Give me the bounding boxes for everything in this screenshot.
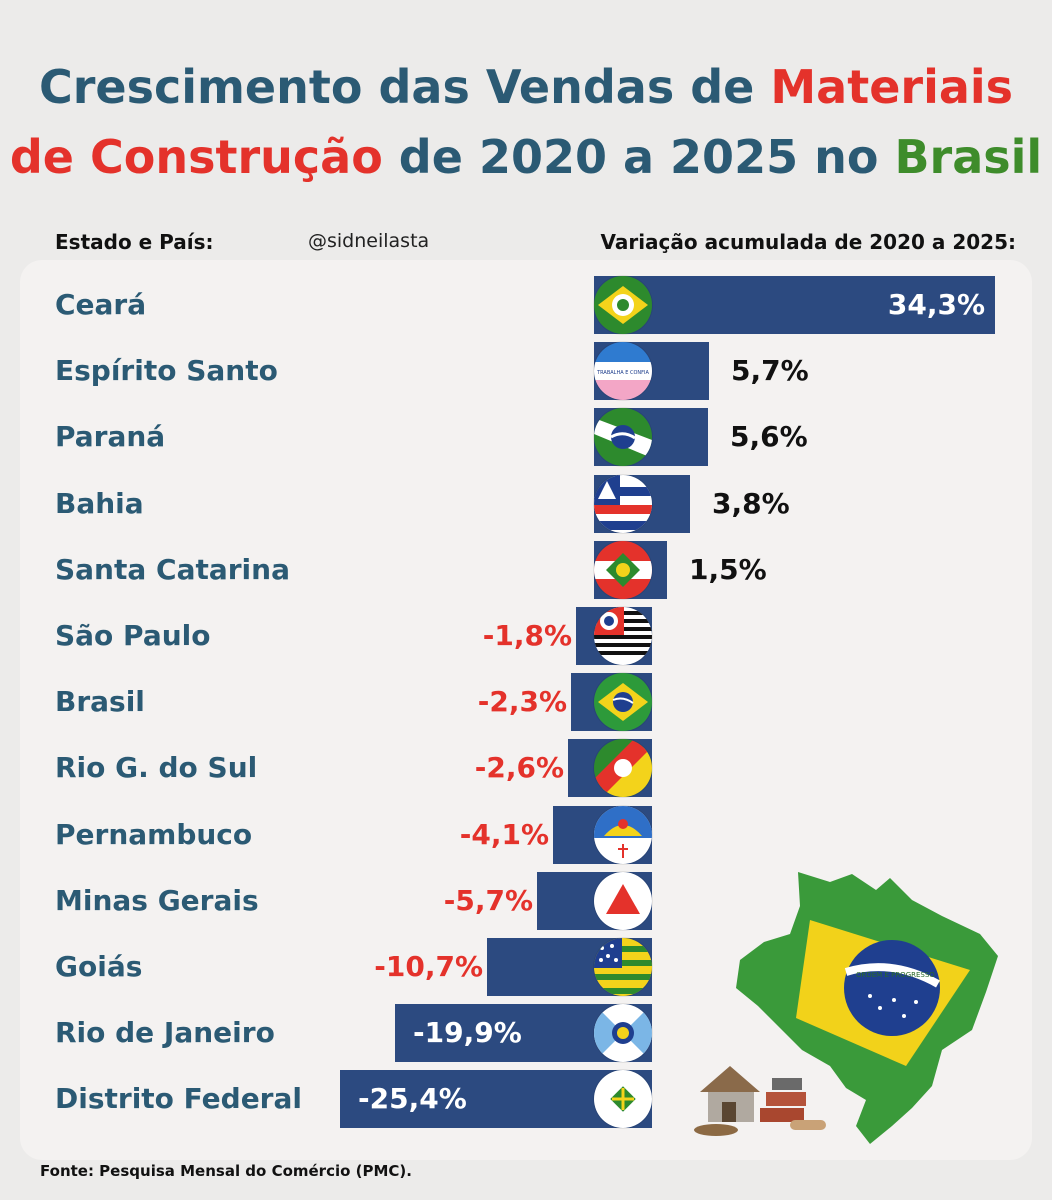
data-label: -4,1% (459, 817, 549, 851)
brasil-flag-icon (594, 673, 652, 732)
x-axis-header: Variação acumulada de 2020 a 2025: (600, 230, 1016, 254)
data-label: -10,7% (374, 950, 483, 983)
title-part-3: de Construção (9, 130, 383, 184)
pernambuco-flag-icon (594, 805, 652, 864)
sao-paulo-flag-icon (594, 607, 652, 665)
category-label: Bahia (55, 486, 144, 520)
category-label: Paraná (55, 420, 166, 454)
data-label: 1,5% (689, 552, 767, 586)
ceara-flag-icon (594, 276, 652, 334)
category-label: Santa Catarina (55, 552, 290, 586)
category-label: São Paulo (55, 619, 211, 652)
bahia-flag-icon (594, 474, 652, 533)
data-label: 3,8% (712, 486, 790, 520)
data-label: 34,3% (887, 288, 985, 321)
author-handle: @sidneilasta (308, 230, 430, 252)
y-axis-header: Estado e País: (55, 230, 214, 254)
chart-title: Crescimento das Vendas de Materiais de C… (0, 52, 1052, 192)
category-label: Goiás (55, 950, 143, 983)
rio-grande-do-sul-flag-icon (594, 739, 652, 798)
construction-materials-illustration (694, 1066, 826, 1136)
title-part-5: Brasil (894, 130, 1043, 184)
category-label: Rio G. do Sul (55, 751, 258, 785)
parana-flag-icon (594, 408, 652, 467)
data-label: -19,9% (413, 1016, 522, 1050)
title-part-4: de 2020 a 2025 no (382, 130, 895, 184)
data-label: 5,6% (730, 420, 808, 454)
goias-flag-icon (594, 938, 652, 996)
category-label: Ceará (55, 288, 147, 321)
bar (594, 276, 995, 334)
espirito-santo-flag-motto: TRABALHA E CONFIA (596, 370, 649, 376)
data-label: -1,8% (482, 619, 572, 652)
data-label: -25,4% (358, 1082, 467, 1116)
category-label: Pernambuco (55, 817, 253, 851)
category-label: Distrito Federal (55, 1082, 302, 1116)
title-part-1: Crescimento das Vendas de (38, 60, 771, 114)
map-motto: ORDEM E PROGRESSO (856, 971, 935, 979)
title-part-2: Materiais (770, 60, 1014, 114)
category-label: Espírito Santo (55, 354, 278, 388)
brazil-map-globe (844, 940, 940, 1036)
rio-de-janeiro-flag-icon (594, 1004, 652, 1063)
category-label: Minas Gerais (55, 883, 259, 917)
data-label: -2,6% (474, 751, 564, 785)
category-label: Rio de Janeiro (55, 1016, 275, 1050)
santa-catarina-flag-icon (594, 540, 652, 599)
data-label: -5,7% (443, 883, 533, 917)
distrito-federal-flag-icon (594, 1070, 652, 1129)
category-label: Brasil (55, 685, 145, 719)
minas-gerais-flag-icon (594, 871, 652, 930)
source-note: Fonte: Pesquisa Mensal do Comércio (PMC)… (40, 1162, 412, 1180)
brazil-map-illustration: ORDEM E PROGRESSO (694, 872, 998, 1144)
espirito-santo-flag-icon: TRABALHA E CONFIA (594, 342, 652, 401)
data-label: 5,7% (731, 354, 809, 388)
data-label: -2,3% (477, 685, 567, 719)
